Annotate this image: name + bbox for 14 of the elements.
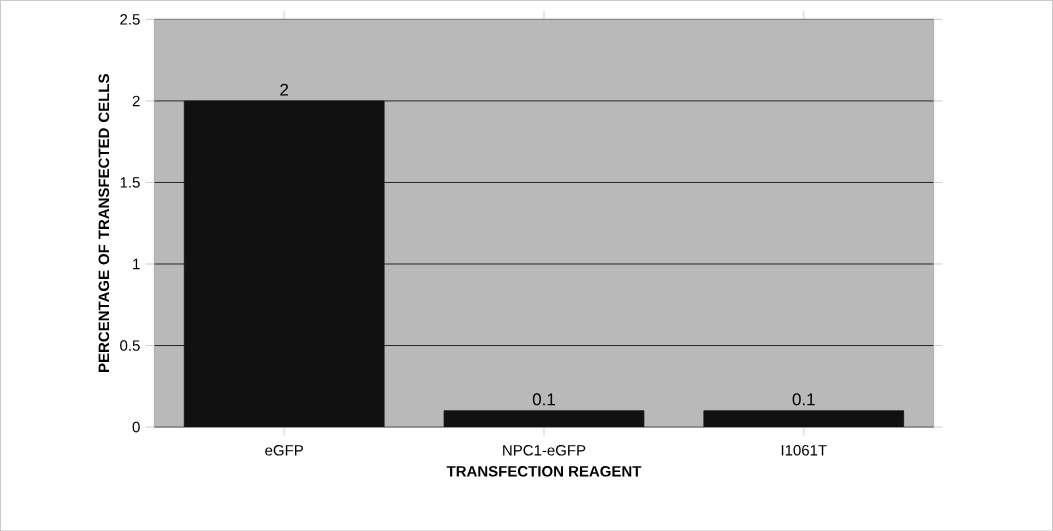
x-axis-title: TRANSFECTION REAGENT (446, 465, 642, 477)
x-tick-label: eGFP (265, 444, 303, 456)
y-axis-title: PERCENTAGE OF TRANSFECTED CELLS (98, 73, 110, 372)
y-tick-label: 2.5 (120, 13, 140, 25)
data-label: 2 (280, 83, 289, 96)
y-tick-label: 1 (133, 258, 140, 269)
data-label: 0.1 (532, 393, 555, 406)
y-tick-label: 1.5 (120, 177, 140, 188)
x-tick-label: NPC1-eGFP (503, 444, 586, 456)
y-tick-label: 0.5 (120, 340, 140, 351)
y-tick-label: 2 (132, 95, 140, 106)
y-tick-label: 0 (132, 421, 140, 433)
x-tick-label: I1061T (781, 444, 827, 456)
data-label: 0.1 (792, 393, 815, 406)
